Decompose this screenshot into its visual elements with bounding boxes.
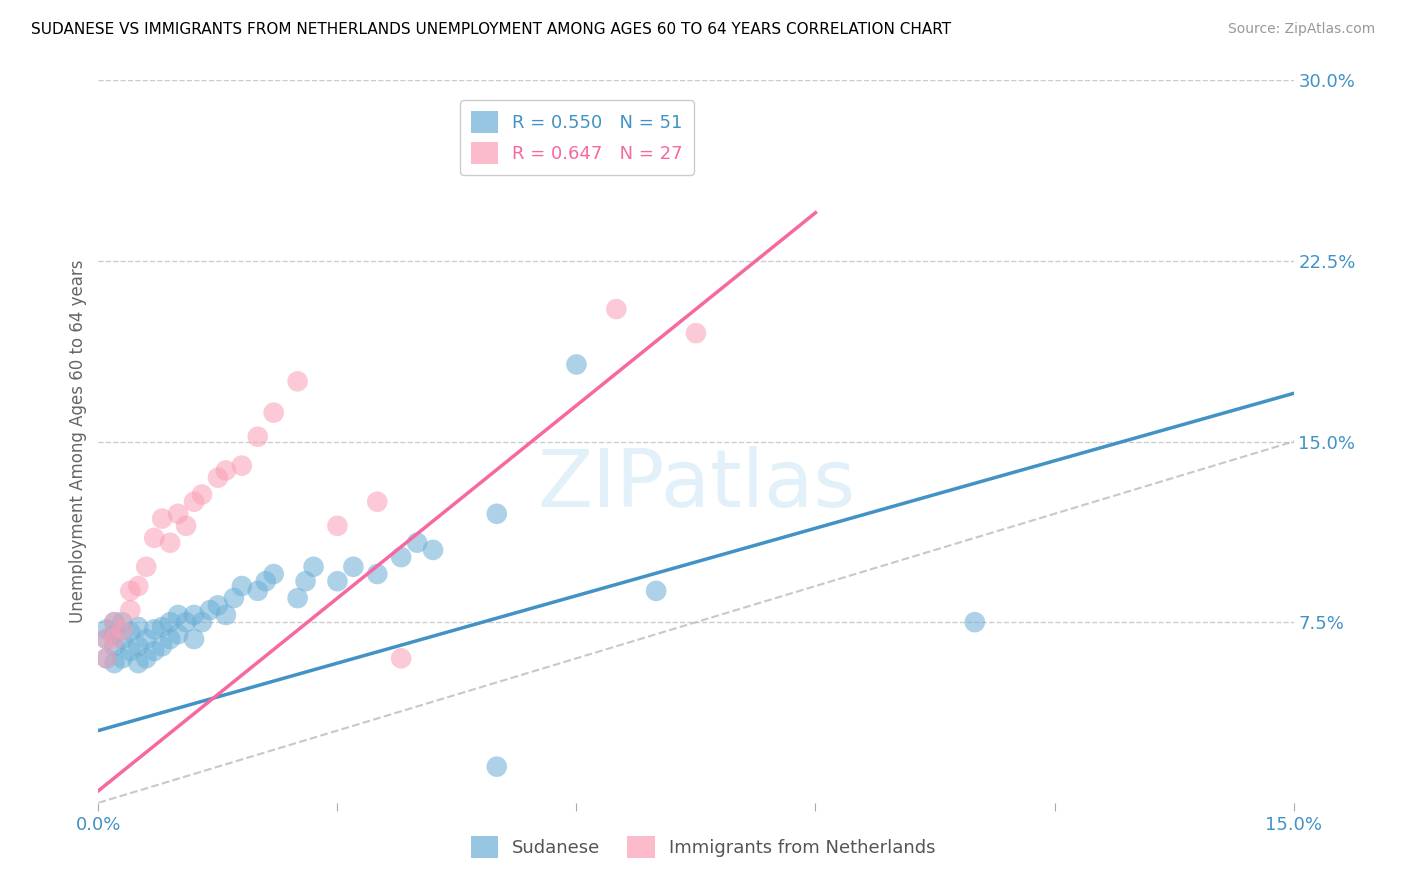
Point bbox=[127, 656, 149, 670]
Point bbox=[302, 559, 325, 574]
Point bbox=[246, 583, 269, 598]
Point bbox=[135, 632, 157, 646]
Point bbox=[120, 583, 142, 598]
Point bbox=[103, 615, 125, 630]
Point bbox=[103, 615, 125, 630]
Point bbox=[191, 487, 214, 501]
Point bbox=[231, 458, 253, 473]
Point bbox=[167, 507, 190, 521]
Point bbox=[174, 518, 197, 533]
Point bbox=[485, 507, 508, 521]
Point bbox=[183, 632, 205, 646]
Point bbox=[263, 567, 285, 582]
Point bbox=[103, 639, 125, 653]
Point bbox=[96, 651, 118, 665]
Text: Source: ZipAtlas.com: Source: ZipAtlas.com bbox=[1227, 22, 1375, 37]
Point bbox=[103, 656, 125, 670]
Point bbox=[167, 627, 190, 641]
Point bbox=[422, 542, 444, 557]
Point bbox=[143, 623, 166, 637]
Point bbox=[326, 518, 349, 533]
Point bbox=[389, 651, 412, 665]
Legend: Sudanese, Immigrants from Netherlands: Sudanese, Immigrants from Netherlands bbox=[464, 829, 942, 865]
Point bbox=[127, 639, 149, 653]
Point bbox=[963, 615, 986, 630]
Point bbox=[96, 632, 118, 646]
Point bbox=[143, 531, 166, 545]
Point bbox=[565, 358, 588, 372]
Point bbox=[263, 406, 285, 420]
Point bbox=[231, 579, 253, 593]
Point bbox=[406, 535, 429, 549]
Point bbox=[645, 583, 668, 598]
Point bbox=[326, 574, 349, 589]
Point bbox=[159, 632, 181, 646]
Point bbox=[294, 574, 316, 589]
Point bbox=[174, 615, 197, 630]
Point bbox=[135, 559, 157, 574]
Point bbox=[605, 301, 627, 317]
Text: ZIPatlas: ZIPatlas bbox=[537, 446, 855, 524]
Point bbox=[222, 591, 245, 605]
Point bbox=[167, 607, 190, 622]
Point bbox=[111, 632, 134, 646]
Point bbox=[127, 620, 149, 634]
Point bbox=[143, 644, 166, 658]
Point bbox=[342, 559, 364, 574]
Point bbox=[135, 651, 157, 665]
Point bbox=[485, 760, 508, 774]
Point bbox=[103, 632, 125, 646]
Point bbox=[111, 615, 134, 630]
Point bbox=[183, 607, 205, 622]
Legend: R = 0.550   N = 51, R = 0.647   N = 27: R = 0.550 N = 51, R = 0.647 N = 27 bbox=[460, 100, 693, 175]
Point bbox=[685, 326, 707, 340]
Point bbox=[120, 644, 142, 658]
Point bbox=[96, 632, 118, 646]
Point bbox=[191, 615, 214, 630]
Point bbox=[159, 535, 181, 549]
Point bbox=[150, 511, 173, 525]
Point bbox=[159, 615, 181, 630]
Point bbox=[120, 603, 142, 617]
Point bbox=[207, 599, 229, 613]
Point bbox=[389, 550, 412, 565]
Point bbox=[103, 627, 125, 641]
Point bbox=[207, 470, 229, 484]
Point bbox=[150, 639, 173, 653]
Text: SUDANESE VS IMMIGRANTS FROM NETHERLANDS UNEMPLOYMENT AMONG AGES 60 TO 64 YEARS C: SUDANESE VS IMMIGRANTS FROM NETHERLANDS … bbox=[31, 22, 950, 37]
Point bbox=[366, 567, 388, 582]
Point bbox=[111, 623, 134, 637]
Point bbox=[198, 603, 221, 617]
Point bbox=[287, 591, 309, 605]
Point bbox=[366, 494, 388, 508]
Point bbox=[254, 574, 277, 589]
Point bbox=[111, 651, 134, 665]
Point bbox=[127, 579, 149, 593]
Point bbox=[96, 623, 118, 637]
Point bbox=[96, 651, 118, 665]
Point bbox=[183, 494, 205, 508]
Point bbox=[246, 430, 269, 444]
Point bbox=[287, 374, 309, 388]
Y-axis label: Unemployment Among Ages 60 to 64 years: Unemployment Among Ages 60 to 64 years bbox=[69, 260, 87, 624]
Point bbox=[215, 607, 238, 622]
Point bbox=[150, 620, 173, 634]
Point bbox=[120, 624, 142, 639]
Point bbox=[215, 463, 238, 477]
